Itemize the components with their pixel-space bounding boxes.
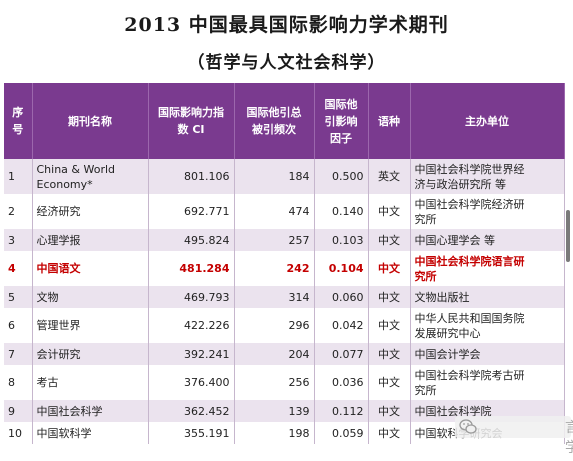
- cell-name: 会计研究: [32, 343, 149, 365]
- cell-if: 0.060: [314, 286, 369, 308]
- cell-org: 中国社会科学院语言研 究所: [410, 251, 565, 286]
- cell-no: 7: [4, 343, 33, 365]
- cell-no: 10: [4, 422, 33, 444]
- cell-ci: 362.452: [148, 400, 235, 422]
- table-row: 7 会计研究 392.241 204 0.077 中文 中国会计学会: [4, 343, 565, 365]
- scrollbar-thumb[interactable]: [566, 210, 570, 262]
- cell-name: 经济研究: [32, 194, 149, 229]
- cell-org: 中华人民共和国国务院 发展研究中心: [410, 308, 565, 343]
- cell-lang: 中文: [368, 422, 411, 444]
- cell-cites: 474: [234, 194, 315, 229]
- table-row: 3 心理学报 495.824 257 0.103 中文 中国心理学会 等: [4, 229, 565, 251]
- col-header-cites: 国际他引总 被引频次: [234, 83, 315, 159]
- cell-org: 中国心理学会 等: [410, 229, 565, 251]
- watermark-text: 言学: [565, 420, 573, 456]
- cell-cites: 198: [234, 422, 315, 444]
- wechat-icon: [459, 419, 477, 434]
- cell-ci: 692.771: [148, 194, 235, 229]
- page-header: 2013 中国最具国际影响力学术期刊 （哲学与人文社会科学）: [0, 0, 573, 82]
- col-header-no: 序号: [4, 83, 33, 159]
- cell-if: 0.112: [314, 400, 369, 422]
- col-header-org: 主办单位: [410, 83, 565, 159]
- cell-org: 中国会计学会: [410, 343, 565, 365]
- cell-if: 0.059: [314, 422, 369, 444]
- cell-cites: 314: [234, 286, 315, 308]
- cell-org: 文物出版社: [410, 286, 565, 308]
- table-header-row: 序号 期刊名称 国际影响力指数 CI 国际他引总 被引频次 国际他 引影响 因子 语种…: [4, 83, 565, 159]
- table-row: 1 China & World Economy* 801.106 184 0.50…: [4, 159, 565, 194]
- cell-name: 文物: [32, 286, 149, 308]
- page-title: 2013 中国最具国际影响力学术期刊: [124, 14, 449, 36]
- cell-cites: 256: [234, 365, 315, 400]
- cell-ci: 801.106: [148, 159, 235, 194]
- cell-no: 9: [4, 400, 33, 422]
- cell-no: 5: [4, 286, 33, 308]
- table-row: 5 文物 469.793 314 0.060 中文 文物出版社: [4, 286, 565, 308]
- cell-no: 1: [4, 159, 33, 194]
- cell-name: 中国社会科学: [32, 400, 149, 422]
- cell-lang: 中文: [368, 194, 411, 229]
- cell-ci: 469.793: [148, 286, 235, 308]
- page-subtitle: （哲学与人文社会科学）: [187, 53, 386, 73]
- cell-if: 0.042: [314, 308, 369, 343]
- cell-no: 8: [4, 365, 33, 400]
- cell-name: China & World Economy*: [32, 159, 149, 194]
- cell-no: 2: [4, 194, 33, 229]
- col-header-ci: 国际影响力指数 CI: [148, 83, 235, 159]
- cell-lang: 英文: [368, 159, 411, 194]
- cell-cites: 204: [234, 343, 315, 365]
- cell-no: 6: [4, 308, 33, 343]
- cell-org: 中国社会科学院考古研 究所: [410, 365, 565, 400]
- cell-lang: 中文: [368, 286, 411, 308]
- cell-cites: 257: [234, 229, 315, 251]
- cell-if: 0.103: [314, 229, 369, 251]
- cell-cites: 296: [234, 308, 315, 343]
- col-header-lang: 语种: [368, 83, 411, 159]
- cell-ci: 495.824: [148, 229, 235, 251]
- table-row-highlighted: 4 中国语文 481.284 242 0.104 中文 中国社会科学院语言研 究所: [4, 251, 565, 286]
- table-row: 9 中国社会科学 362.452 139 0.112 中文 中国社会科学院: [4, 400, 565, 422]
- journal-table: 序号 期刊名称 国际影响力指数 CI 国际他引总 被引频次 国际他 引影响 因子 语种…: [4, 83, 565, 444]
- cell-no: 4: [4, 251, 33, 286]
- cell-if: 0.036: [314, 365, 369, 400]
- cell-lang: 中文: [368, 308, 411, 343]
- cell-ci: 481.284: [148, 251, 235, 286]
- cell-no: 3: [4, 229, 33, 251]
- cell-if: 0.500: [314, 159, 369, 194]
- col-header-if: 国际他 引影响 因子: [314, 83, 369, 159]
- cell-name: 中国软科学: [32, 422, 149, 444]
- table-row: 2 经济研究 692.771 474 0.140 中文 中国社会科学院经济研 究所: [4, 194, 565, 229]
- cell-lang: 中文: [368, 365, 411, 400]
- table-row: 8 考古 376.400 256 0.036 中文 中国社会科学院考古研 究所: [4, 365, 565, 400]
- cell-ci: 355.191: [148, 422, 235, 444]
- cell-cites: 184: [234, 159, 315, 194]
- cell-name: 管理世界: [32, 308, 149, 343]
- cell-cites: 242: [234, 251, 315, 286]
- cell-lang: 中文: [368, 229, 411, 251]
- cell-lang: 中文: [368, 251, 411, 286]
- cell-ci: 376.400: [148, 365, 235, 400]
- cell-lang: 中文: [368, 343, 411, 365]
- wechat-watermark: 言学: [455, 416, 573, 456]
- cell-name: 考古: [32, 365, 149, 400]
- col-header-name: 期刊名称: [32, 83, 149, 159]
- cell-ci: 392.241: [148, 343, 235, 365]
- cell-name: 中国语文: [32, 251, 149, 286]
- cell-lang: 中文: [368, 400, 411, 422]
- cell-if: 0.104: [314, 251, 369, 286]
- cell-org: 中国社会科学院世界经 济与政治研究所 等: [410, 159, 565, 194]
- cell-if: 0.140: [314, 194, 369, 229]
- cell-org: 中国社会科学院经济研 究所: [410, 194, 565, 229]
- table-row: 6 管理世界 422.226 296 0.042 中文 中华人民共和国国务院 发展…: [4, 308, 565, 343]
- cell-ci: 422.226: [148, 308, 235, 343]
- cell-name: 心理学报: [32, 229, 149, 251]
- cell-cites: 139: [234, 400, 315, 422]
- cell-if: 0.077: [314, 343, 369, 365]
